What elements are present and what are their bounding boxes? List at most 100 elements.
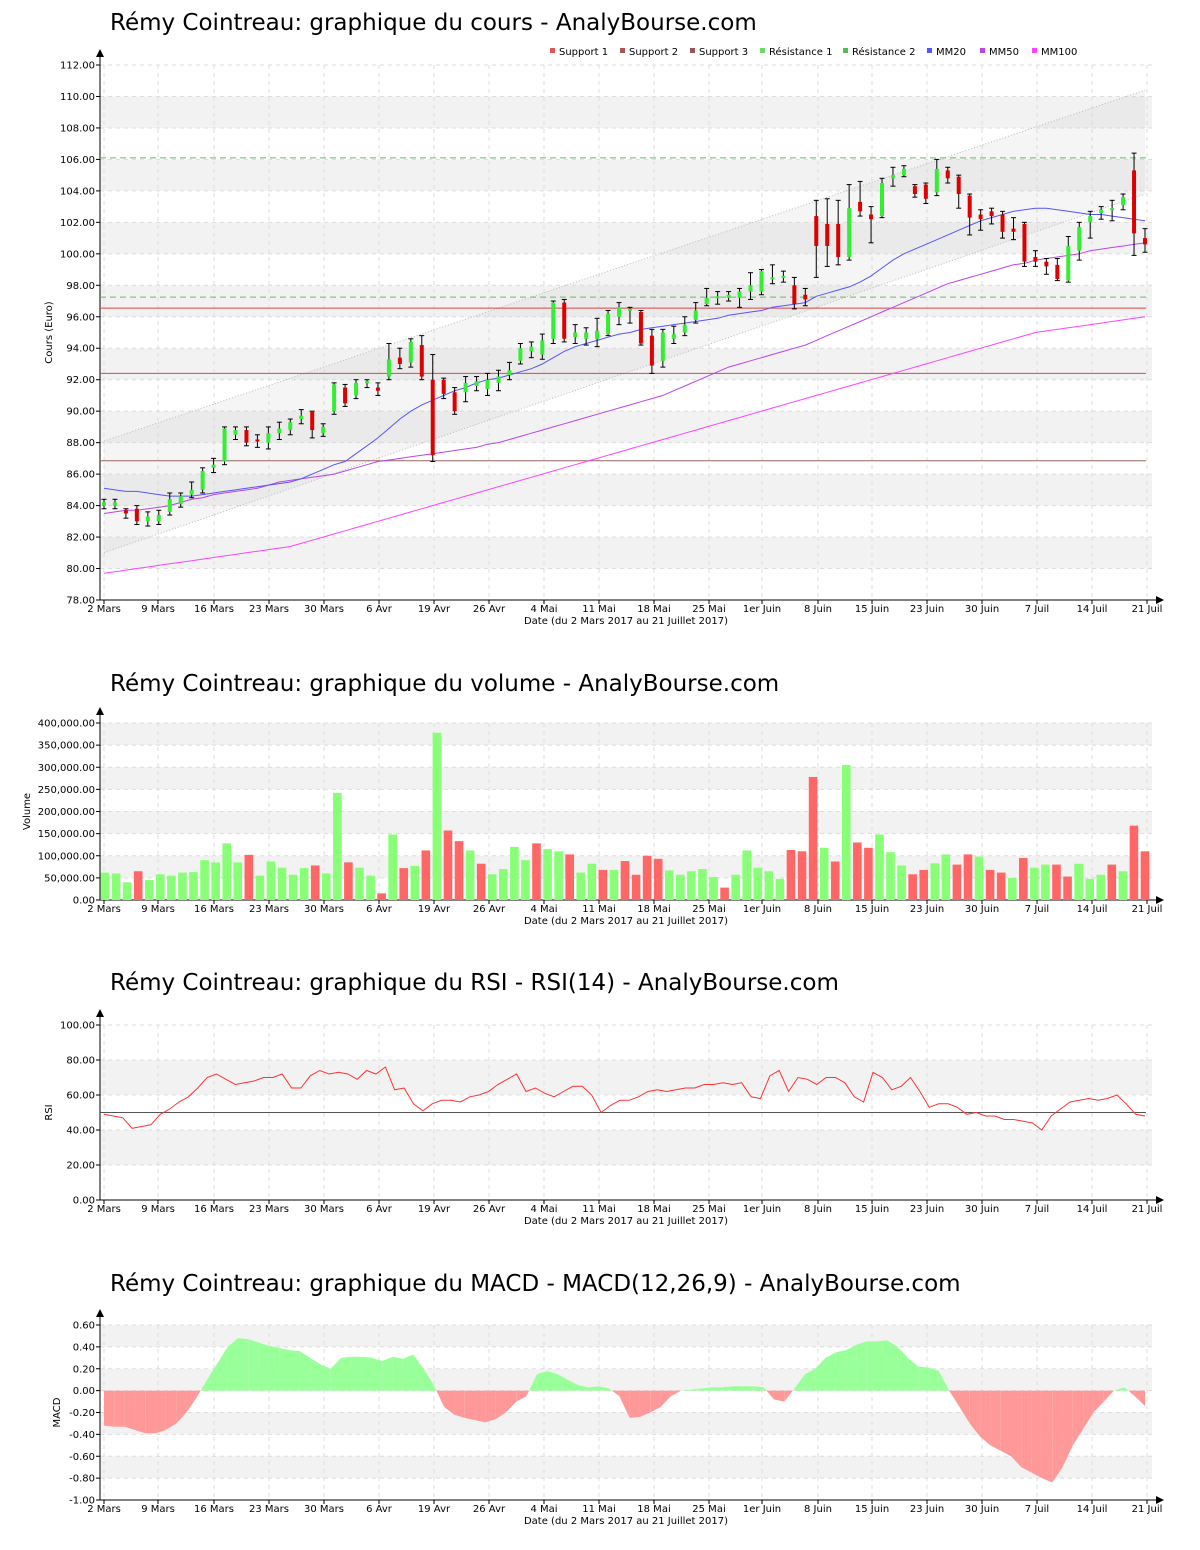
candle-body — [211, 464, 216, 468]
candle-body — [825, 223, 830, 246]
volume-bar — [764, 871, 774, 900]
y-tick-label: -0.80 — [69, 1474, 95, 1485]
x-tick-label: 21 Juil — [1132, 1504, 1163, 1515]
y-tick-label: 80.00 — [66, 1056, 95, 1067]
macd-area-segment — [1011, 1390, 1022, 1468]
volume-bar — [122, 882, 132, 900]
volume-bar — [620, 861, 630, 900]
candle-body — [606, 313, 611, 335]
candle-body — [507, 370, 512, 375]
macd-area-segment — [145, 1390, 156, 1434]
candle-body — [803, 294, 808, 300]
macd-area-segment — [536, 1370, 548, 1391]
y-tick-label: 98.00 — [66, 281, 95, 292]
grid-band — [100, 474, 1152, 506]
macd-area-segment — [959, 1390, 970, 1424]
x-axis-label: Date (du 2 Mars 2017 au 21 Juillet 2017) — [524, 1216, 728, 1227]
y-axis-label: Volume — [22, 793, 33, 830]
x-axis-arrow — [1156, 596, 1164, 604]
candle-body — [858, 201, 863, 212]
x-tick-label: 11 Mai — [582, 904, 615, 915]
volume-bar — [156, 874, 165, 900]
y-tick-label: 0.00 — [73, 896, 95, 907]
x-tick-label: 23 Juin — [910, 1204, 944, 1215]
candle-body — [244, 430, 249, 443]
macd-area-segment — [619, 1390, 630, 1418]
candle-body — [474, 381, 479, 386]
x-tick-label: 9 Mars — [141, 604, 175, 615]
candle-body — [1110, 208, 1115, 211]
x-axis-label: Date (du 2 Mars 2017 au 21 Juillet 2017) — [524, 916, 728, 927]
legend-label: Résistance 2 — [852, 46, 915, 58]
price-chart-title: Rémy Cointreau: graphique du cours - Ana… — [110, 10, 757, 36]
y-axis-arrow — [96, 49, 104, 57]
x-tick-label: 6 Avr — [366, 604, 393, 615]
x-tick-label: 2 Mars — [87, 1204, 121, 1215]
y-tick-label: 0.40 — [73, 1342, 95, 1353]
x-tick-label: 9 Mars — [141, 1204, 175, 1215]
volume-bar — [288, 874, 298, 900]
x-tick-label: 15 Juin — [855, 904, 889, 915]
grid-band — [100, 1456, 1152, 1479]
candle-body — [956, 176, 961, 195]
candle-body — [737, 291, 742, 298]
candle-body — [288, 422, 293, 431]
candle-body — [540, 340, 545, 355]
macd-area-segment — [1134, 1390, 1145, 1406]
macd-area-segment — [609, 1388, 612, 1391]
grid-band — [100, 159, 1152, 191]
macd-area-segment — [423, 1368, 434, 1391]
macd-area-segment — [766, 1390, 774, 1400]
x-tick-label: 8 Juin — [804, 904, 832, 915]
macd-area-segment — [639, 1390, 651, 1417]
macd-area-segment — [392, 1356, 403, 1391]
candle-body — [255, 439, 260, 442]
volume-bar — [709, 876, 718, 900]
volume-bar — [886, 852, 895, 900]
candle-body — [890, 175, 895, 179]
macd-area-segment — [1072, 1390, 1084, 1446]
macd-area-segment — [670, 1390, 682, 1397]
candle-body — [715, 296, 720, 299]
candle-body — [518, 348, 523, 361]
candle-body — [156, 515, 161, 522]
volume-bar — [498, 869, 508, 900]
y-tick-label: 100,000.00 — [38, 851, 95, 862]
volume-bar — [841, 765, 851, 900]
macd-area-segment — [897, 1346, 908, 1391]
volume-bar — [211, 862, 220, 900]
legend-label: Résistance 1 — [769, 46, 832, 58]
macd-area-segment — [299, 1351, 311, 1391]
y-axis-arrow — [96, 1309, 104, 1317]
candle-body — [880, 183, 885, 217]
macd-area-segment — [629, 1390, 640, 1418]
volume-bar — [344, 862, 353, 900]
x-axis-arrow — [1156, 1496, 1164, 1504]
y-tick-label: 20.00 — [66, 1161, 95, 1172]
x-tick-label: 19 Avr — [418, 1204, 451, 1215]
x-tick-label: 1er Juin — [743, 904, 781, 915]
x-tick-label: 19 Avr — [418, 904, 451, 915]
macd-area-segment — [186, 1390, 197, 1413]
x-tick-label: 14 Juil — [1077, 1204, 1108, 1215]
candle-body — [200, 470, 205, 490]
candle-body — [1055, 264, 1060, 279]
volume-bar — [1041, 864, 1050, 900]
candle-body — [408, 341, 413, 363]
volume-bar — [631, 874, 641, 900]
volume-bar — [543, 849, 552, 900]
macd-area-segment — [1000, 1390, 1012, 1457]
candle-body — [836, 223, 841, 257]
y-tick-label: 108.00 — [60, 123, 95, 134]
macd-area-segment — [351, 1356, 362, 1391]
y-tick-label: 300,000.00 — [38, 763, 95, 774]
y-tick-label: 0.60 — [73, 1321, 95, 1332]
x-axis-arrow — [1156, 1196, 1164, 1204]
y-tick-label: 40.00 — [66, 1126, 95, 1137]
candle-body — [189, 489, 194, 495]
x-tick-label: 26 Avr — [473, 604, 506, 615]
macd-area-segment — [114, 1390, 125, 1427]
macd-area-segment — [938, 1370, 950, 1391]
macd-area-segment — [773, 1390, 785, 1402]
volume-bar — [133, 871, 143, 900]
